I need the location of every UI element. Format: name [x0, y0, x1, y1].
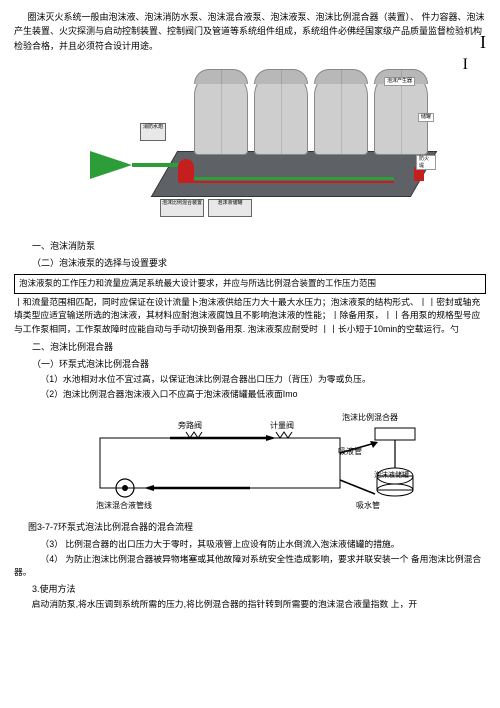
section-1-heading: 一、泡沫消防泵	[14, 239, 486, 253]
section-3-heading: 3.使用方法	[14, 582, 486, 596]
flow-diagram: 旁路阀 计量阀 泡沫比例混合器 吸液管 泡沫液储罐 吸水管 泡沫混合液管线	[80, 408, 420, 518]
label-text: 泡沫比例混合装置	[162, 200, 202, 206]
foam-store-label: 泡沫液储罐	[374, 470, 409, 481]
pipe	[194, 177, 394, 180]
label-text: 防火堤	[419, 156, 429, 169]
label-text: 消防水炮	[143, 124, 163, 130]
condition-2: （2）泡沫比例混合器泡沫液入口不应高于泡沫液储罐最低液面Imo	[14, 388, 486, 401]
usage-paragraph: 启动消防泵,将水压调到系统所需的压力,将比例混合器的指针转到所需要的泡沫混合液量…	[14, 598, 486, 611]
pipe	[132, 163, 182, 167]
inlet-triangle	[90, 151, 132, 179]
label-box: 泡沫液储罐	[208, 199, 252, 217]
ratio-mixer-label: 泡沫比例混合器	[342, 412, 398, 425]
bypass-label: 旁路阀	[178, 420, 202, 433]
red-pipe	[194, 181, 394, 183]
roman-mark-1: I	[467, 28, 487, 57]
intro-paragraph: 圈沫灭火系统一般由泡沫液、泡沫消防水泵、泡沫混合液泵、泡沫液泵、泡沫比例混合器（…	[14, 10, 486, 53]
storage-tank	[194, 69, 248, 155]
mix-line-label: 泡沫混合液管线	[96, 500, 152, 513]
diagram-caption: 图3-7-7环泵式泡法比例混合器的混合流程	[28, 520, 486, 534]
label-text: 泡沫产生器	[387, 78, 412, 84]
suction-label: 吸液管	[338, 446, 362, 459]
section-2-1: （一）环泵式泡沫比例混合器	[14, 357, 486, 371]
label-box: 消防水炮	[140, 123, 166, 141]
mini-label: 储罐	[418, 113, 434, 122]
absorb-label: 吸水管	[356, 500, 380, 513]
section-2-heading: 二、泡沫比例混合器	[14, 340, 486, 354]
meter-label: 计量阀	[270, 420, 294, 433]
system-diagram: 消防水炮 泡沫液储罐 泡沫比例混合装置 泡沫产生器 储罐 防火堤	[84, 59, 436, 229]
boxed-requirement: 泡沫液泵的工作压力和流量应满足系统最大设计要求，并应与所选比例混合装置的工作压力…	[14, 274, 486, 294]
condition-3: （3） 比例混合器的出口压力大于零时，其吸液管上应设有防止水倒流入泡沫液储罐的措…	[14, 538, 486, 551]
roman-mark-2: I	[449, 52, 468, 78]
condition-1: （1）水池相对水位不宜过高，以保证泡沫比例混合器出口压力（背压）为零或负压。	[14, 373, 486, 386]
condition-4: （4） 为防止泡沫比例混合器被异物堵塞或其他故障对系统安全性造成影响，要求并联安…	[14, 553, 486, 579]
storage-tank	[254, 69, 308, 155]
label-text: 泡沫液储罐	[217, 200, 242, 206]
storage-tank	[314, 69, 368, 155]
label-text: 储罐	[421, 114, 431, 120]
mixer-tank	[178, 159, 194, 183]
section-1-2: （二）泡沫液泵的选择与设置要求	[14, 256, 486, 270]
mini-label: 防火堤	[416, 155, 436, 170]
paragraph-1: 丨和流量范围相匹配，同时应保证在设计流量卜泡沫液供给压力大十最大水压力；泡沫液泵…	[14, 296, 486, 337]
label-box: 泡沫比例混合装置	[160, 199, 204, 217]
intro-text: 圈沫灭火系统一般由泡沫液、泡沫消防水泵、泡沫混合液泵、泡沫液泵、泡沫比例混合器（…	[14, 12, 485, 51]
mini-label: 泡沫产生器	[384, 77, 415, 86]
